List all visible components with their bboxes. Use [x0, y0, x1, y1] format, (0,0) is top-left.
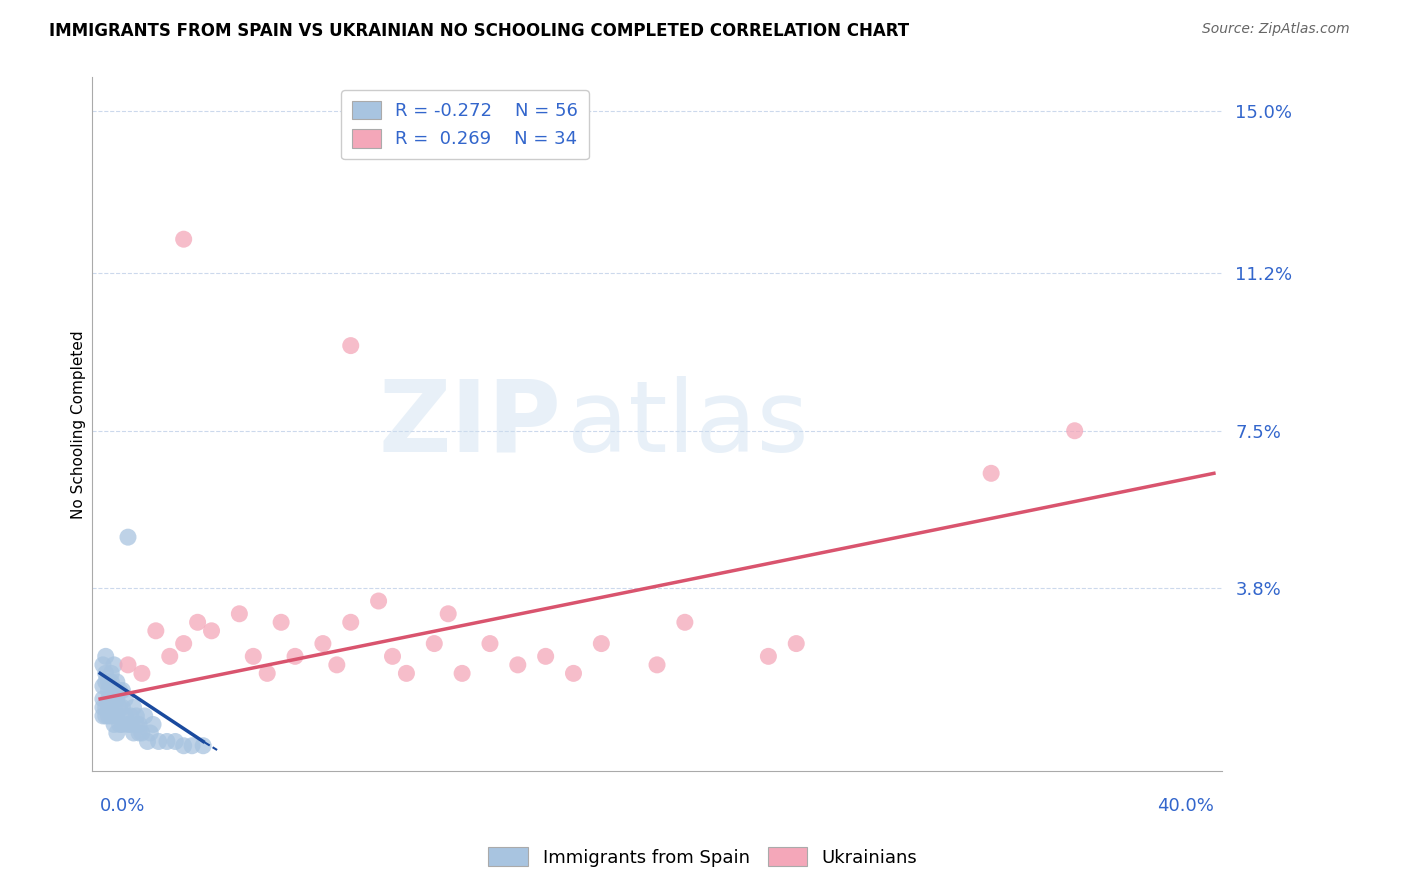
Point	[562, 666, 585, 681]
Point	[200, 624, 222, 638]
Point	[103, 657, 125, 672]
Point	[591, 636, 613, 650]
Point	[120, 717, 142, 731]
Point	[91, 692, 114, 706]
Point	[326, 657, 349, 672]
Legend: R = -0.272    N = 56, R =  0.269    N = 34: R = -0.272 N = 56, R = 0.269 N = 34	[340, 90, 589, 160]
Point	[339, 615, 361, 630]
Point	[94, 674, 117, 689]
Point	[100, 666, 122, 681]
Point	[165, 734, 187, 748]
Point	[94, 709, 117, 723]
Point	[103, 683, 125, 698]
Point	[312, 636, 335, 650]
Point	[103, 717, 125, 731]
Point	[673, 615, 696, 630]
Text: ZIP: ZIP	[378, 376, 561, 473]
Point	[451, 666, 474, 681]
Point	[478, 636, 501, 650]
Point	[131, 666, 153, 681]
Point	[91, 657, 114, 672]
Point	[117, 657, 139, 672]
Point	[111, 717, 134, 731]
Point	[108, 683, 131, 698]
Point	[100, 692, 122, 706]
Point	[395, 666, 418, 681]
Point	[117, 530, 139, 544]
Point	[117, 717, 139, 731]
Point	[159, 649, 181, 664]
Point	[108, 717, 131, 731]
Point	[980, 467, 1002, 481]
Point	[173, 636, 195, 650]
Point	[645, 657, 668, 672]
Point	[1063, 424, 1085, 438]
Point	[173, 739, 195, 753]
Point	[228, 607, 250, 621]
Point	[242, 649, 264, 664]
Point	[100, 674, 122, 689]
Point	[156, 734, 179, 748]
Point	[97, 683, 120, 698]
Text: 0.0%: 0.0%	[100, 797, 146, 814]
Point	[534, 649, 557, 664]
Point	[256, 666, 278, 681]
Point	[111, 683, 134, 698]
Point	[339, 338, 361, 352]
Point	[437, 607, 460, 621]
Point	[100, 709, 122, 723]
Point	[125, 709, 148, 723]
Point	[145, 624, 167, 638]
Point	[136, 734, 159, 748]
Point	[103, 700, 125, 714]
Point	[134, 709, 156, 723]
Point	[423, 636, 446, 650]
Point	[94, 649, 117, 664]
Point	[114, 709, 136, 723]
Point	[94, 666, 117, 681]
Point	[122, 700, 145, 714]
Point	[108, 700, 131, 714]
Point	[181, 739, 204, 753]
Text: IMMIGRANTS FROM SPAIN VS UKRAINIAN NO SCHOOLING COMPLETED CORRELATION CHART: IMMIGRANTS FROM SPAIN VS UKRAINIAN NO SC…	[49, 22, 910, 40]
Point	[284, 649, 307, 664]
Point	[193, 739, 215, 753]
Point	[91, 709, 114, 723]
Text: Source: ZipAtlas.com: Source: ZipAtlas.com	[1202, 22, 1350, 37]
Legend: Immigrants from Spain, Ukrainians: Immigrants from Spain, Ukrainians	[481, 840, 925, 874]
Point	[506, 657, 529, 672]
Point	[128, 717, 150, 731]
Point	[114, 692, 136, 706]
Text: 40.0%: 40.0%	[1157, 797, 1213, 814]
Point	[125, 717, 148, 731]
Point	[270, 615, 292, 630]
Point	[91, 700, 114, 714]
Point	[97, 709, 120, 723]
Text: atlas: atlas	[567, 376, 808, 473]
Point	[111, 700, 134, 714]
Point	[785, 636, 807, 650]
Point	[94, 700, 117, 714]
Point	[91, 679, 114, 693]
Point	[105, 709, 128, 723]
Point	[97, 692, 120, 706]
Point	[187, 615, 209, 630]
Point	[139, 726, 162, 740]
Point	[142, 717, 165, 731]
Point	[148, 734, 170, 748]
Point	[105, 726, 128, 740]
Point	[131, 726, 153, 740]
Point	[120, 709, 142, 723]
Y-axis label: No Schooling Completed: No Schooling Completed	[72, 330, 86, 518]
Point	[173, 232, 195, 246]
Point	[367, 594, 389, 608]
Point	[97, 700, 120, 714]
Point	[128, 726, 150, 740]
Point	[105, 692, 128, 706]
Point	[381, 649, 404, 664]
Point	[758, 649, 780, 664]
Point	[122, 726, 145, 740]
Point	[105, 674, 128, 689]
Point	[97, 674, 120, 689]
